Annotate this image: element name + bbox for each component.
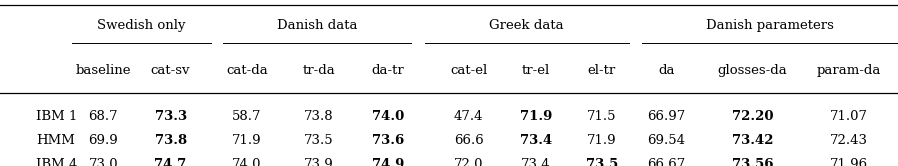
Text: 74.9: 74.9: [372, 158, 404, 166]
Text: cat-el: cat-el: [450, 64, 488, 77]
Text: IBM 1: IBM 1: [36, 110, 77, 123]
Text: 73.8: 73.8: [154, 134, 187, 147]
Text: 71.5: 71.5: [587, 110, 616, 123]
Text: 68.7: 68.7: [89, 110, 118, 123]
Text: 73.3: 73.3: [154, 110, 187, 123]
Text: 69.9: 69.9: [88, 134, 119, 147]
Text: 71.9: 71.9: [233, 134, 261, 147]
Text: cat-sv: cat-sv: [151, 64, 190, 77]
Text: Danish data: Danish data: [277, 19, 357, 32]
Text: 72.20: 72.20: [732, 110, 773, 123]
Text: Greek data: Greek data: [489, 19, 564, 32]
Text: 73.5: 73.5: [585, 158, 618, 166]
Text: 71.07: 71.07: [830, 110, 867, 123]
Text: 66.67: 66.67: [647, 158, 685, 166]
Text: 73.8: 73.8: [304, 110, 333, 123]
Text: 72.0: 72.0: [454, 158, 483, 166]
Text: 72.43: 72.43: [830, 134, 867, 147]
Text: IBM 4: IBM 4: [36, 158, 77, 166]
Text: tr-da: tr-da: [303, 64, 335, 77]
Text: 74.0: 74.0: [372, 110, 404, 123]
Text: 66.6: 66.6: [453, 134, 484, 147]
Text: glosses-da: glosses-da: [718, 64, 788, 77]
Text: tr-el: tr-el: [522, 64, 550, 77]
Text: 58.7: 58.7: [233, 110, 261, 123]
Text: 73.0: 73.0: [89, 158, 118, 166]
Text: 73.56: 73.56: [732, 158, 773, 166]
Text: 69.54: 69.54: [647, 134, 685, 147]
Text: 47.4: 47.4: [454, 110, 483, 123]
Text: 74.0: 74.0: [233, 158, 261, 166]
Text: Danish parameters: Danish parameters: [706, 19, 834, 32]
Text: 71.96: 71.96: [830, 158, 867, 166]
Text: param-da: param-da: [816, 64, 881, 77]
Text: Swedish only: Swedish only: [97, 19, 186, 32]
Text: 71.9: 71.9: [520, 110, 552, 123]
Text: 73.9: 73.9: [304, 158, 334, 166]
Text: 73.4: 73.4: [520, 134, 552, 147]
Text: 73.42: 73.42: [732, 134, 773, 147]
Text: cat-da: cat-da: [226, 64, 268, 77]
Text: 73.6: 73.6: [372, 134, 404, 147]
Text: da-tr: da-tr: [372, 64, 404, 77]
Text: 66.97: 66.97: [647, 110, 685, 123]
Text: 71.9: 71.9: [587, 134, 616, 147]
Text: baseline: baseline: [75, 64, 131, 77]
Text: HMM: HMM: [36, 134, 75, 147]
Text: el-tr: el-tr: [587, 64, 616, 77]
Text: 74.7: 74.7: [154, 158, 187, 166]
Text: da: da: [658, 64, 674, 77]
Text: 73.5: 73.5: [304, 134, 333, 147]
Text: 73.4: 73.4: [522, 158, 550, 166]
